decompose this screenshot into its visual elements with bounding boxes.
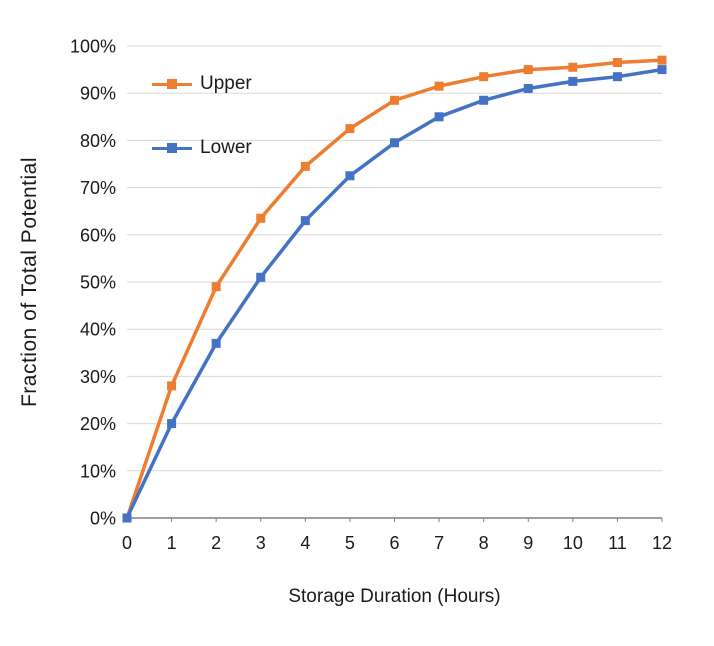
- series-upper-marker: [657, 55, 667, 65]
- y-tick-label: 60%: [80, 225, 116, 245]
- x-tick-label: 7: [434, 533, 444, 553]
- x-tick-label: 4: [300, 533, 310, 553]
- series-lower-marker: [612, 72, 622, 82]
- series-lower-marker: [211, 338, 221, 348]
- series-lower-marker: [300, 216, 310, 226]
- series-upper-marker: [390, 95, 399, 105]
- x-tick-label: 12: [652, 533, 672, 553]
- x-tick-label: 6: [389, 533, 399, 553]
- series-upper-marker: [523, 65, 533, 75]
- y-axis-title: Fraction of Total Potential: [18, 156, 41, 408]
- legend-entry-lower: Lower: [152, 136, 252, 160]
- x-tick-label: 3: [256, 533, 266, 553]
- series-upper-marker: [612, 58, 622, 68]
- series-upper-marker: [256, 213, 266, 223]
- series-upper-marker: [167, 381, 177, 391]
- y-tick-label: 50%: [80, 273, 116, 293]
- x-tick-label: 8: [479, 533, 489, 553]
- y-tick-label: 30%: [80, 367, 116, 387]
- x-tick-label: 11: [608, 533, 627, 553]
- series-lower-marker: [568, 76, 578, 86]
- upper-series-swatch-icon: [152, 72, 192, 96]
- series-lower-marker: [523, 83, 533, 93]
- series-lower-marker: [256, 272, 266, 282]
- x-tick-label: 5: [345, 533, 355, 553]
- x-axis-title: Storage Duration (Hours): [288, 586, 501, 607]
- y-tick-label: 70%: [80, 178, 116, 198]
- y-tick-label: 90%: [80, 84, 116, 104]
- series-lower-marker: [479, 95, 489, 105]
- series-lower-marker: [390, 138, 399, 148]
- series-lower-marker: [434, 112, 444, 122]
- legend-label-lower: Lower: [200, 137, 252, 158]
- series-upper-marker: [345, 124, 355, 134]
- x-tick-label: 2: [211, 533, 221, 553]
- series-lower-marker: [345, 171, 355, 181]
- x-tick-label: 0: [122, 533, 132, 553]
- legend: Upper Lower: [152, 72, 252, 160]
- x-tick-label: 10: [563, 533, 583, 553]
- y-tick-label: 40%: [80, 320, 116, 340]
- x-tick-label: 1: [167, 533, 177, 553]
- series-lower-marker: [657, 65, 667, 75]
- series-upper-marker: [434, 81, 444, 91]
- series-upper-marker: [568, 62, 578, 72]
- y-tick-label: 100%: [70, 37, 116, 57]
- series-upper-marker: [300, 161, 310, 171]
- series-upper-marker: [479, 72, 489, 82]
- x-tick-label: 9: [523, 533, 533, 553]
- legend-label-upper: Upper: [200, 73, 252, 94]
- y-tick-label: 20%: [80, 414, 116, 434]
- lower-series-swatch-icon: [152, 136, 192, 160]
- series-lower-marker: [167, 419, 177, 429]
- y-tick-label: 80%: [80, 131, 116, 151]
- y-tick-label: 0%: [90, 509, 116, 529]
- series-upper-marker: [211, 282, 221, 292]
- series-lower-marker: [122, 513, 132, 523]
- legend-entry-upper: Upper: [152, 72, 252, 96]
- y-tick-label: 10%: [80, 461, 116, 481]
